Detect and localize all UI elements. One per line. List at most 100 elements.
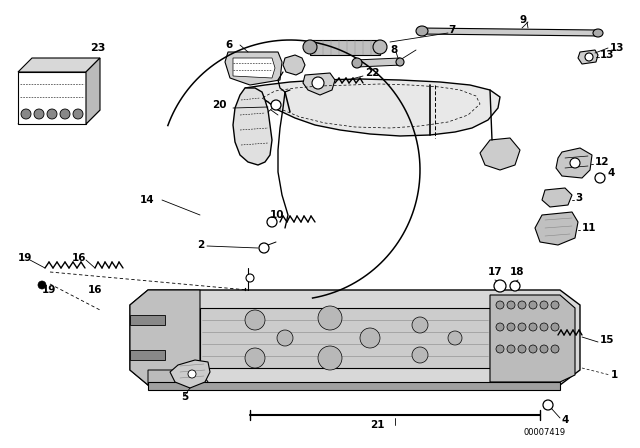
Polygon shape (245, 79, 500, 136)
Polygon shape (200, 308, 490, 368)
Circle shape (551, 301, 559, 309)
Circle shape (507, 345, 515, 353)
Polygon shape (18, 58, 100, 72)
Circle shape (277, 330, 293, 346)
Polygon shape (355, 58, 402, 67)
Polygon shape (542, 188, 572, 207)
Circle shape (518, 301, 526, 309)
Circle shape (507, 323, 515, 331)
Circle shape (73, 109, 83, 119)
Circle shape (496, 345, 504, 353)
Text: 21: 21 (370, 420, 385, 430)
Circle shape (47, 109, 57, 119)
Circle shape (529, 323, 537, 331)
Text: 19: 19 (18, 253, 33, 263)
Polygon shape (130, 315, 165, 325)
Circle shape (551, 345, 559, 353)
Circle shape (448, 331, 462, 345)
Text: 7: 7 (448, 25, 456, 35)
Circle shape (496, 323, 504, 331)
Text: 11: 11 (582, 223, 596, 233)
Text: 00007419: 00007419 (524, 427, 566, 436)
Circle shape (540, 323, 548, 331)
Ellipse shape (593, 29, 603, 37)
Circle shape (595, 173, 605, 183)
Circle shape (34, 109, 44, 119)
Circle shape (518, 345, 526, 353)
Circle shape (529, 301, 537, 309)
Circle shape (494, 280, 506, 292)
Circle shape (551, 323, 559, 331)
Circle shape (318, 346, 342, 370)
Text: 17: 17 (488, 267, 502, 277)
Polygon shape (556, 148, 592, 178)
Ellipse shape (303, 40, 317, 54)
Text: 3: 3 (575, 193, 582, 203)
Polygon shape (225, 52, 282, 85)
Text: 14: 14 (140, 195, 155, 205)
Circle shape (540, 301, 548, 309)
Circle shape (246, 274, 254, 282)
Text: 16: 16 (88, 285, 102, 295)
Ellipse shape (352, 58, 362, 68)
Text: 12: 12 (595, 157, 609, 167)
Polygon shape (18, 110, 100, 124)
Circle shape (271, 100, 281, 110)
Text: 23: 23 (90, 43, 106, 53)
Circle shape (60, 109, 70, 119)
Circle shape (21, 109, 31, 119)
Text: 16: 16 (72, 253, 86, 263)
Text: 2: 2 (197, 240, 204, 250)
Polygon shape (130, 290, 200, 385)
Text: 8: 8 (390, 45, 397, 55)
Text: 4: 4 (562, 415, 570, 425)
Ellipse shape (416, 26, 428, 36)
Text: 13: 13 (610, 43, 625, 53)
Polygon shape (303, 73, 335, 95)
Polygon shape (480, 138, 520, 170)
Polygon shape (578, 50, 598, 64)
Text: 13: 13 (600, 50, 614, 60)
Circle shape (570, 158, 580, 168)
Ellipse shape (396, 58, 404, 66)
Text: 1: 1 (611, 370, 618, 380)
Circle shape (540, 345, 548, 353)
Circle shape (412, 317, 428, 333)
Circle shape (510, 281, 520, 291)
Polygon shape (148, 382, 560, 390)
Circle shape (38, 281, 46, 289)
Text: 9: 9 (520, 15, 527, 25)
Polygon shape (310, 40, 380, 55)
Polygon shape (420, 28, 600, 36)
Polygon shape (283, 55, 305, 75)
Polygon shape (148, 370, 210, 385)
Polygon shape (233, 58, 275, 78)
Circle shape (585, 53, 593, 61)
Circle shape (245, 310, 265, 330)
Polygon shape (130, 290, 580, 385)
Text: 4: 4 (607, 168, 614, 178)
Circle shape (543, 400, 553, 410)
Circle shape (507, 301, 515, 309)
Text: 6: 6 (225, 40, 232, 50)
Circle shape (188, 370, 196, 378)
Polygon shape (535, 212, 578, 245)
Circle shape (259, 243, 269, 253)
Text: 22: 22 (365, 68, 380, 78)
Text: 5: 5 (181, 392, 189, 402)
Text: 10: 10 (270, 210, 285, 220)
Polygon shape (86, 58, 100, 124)
Circle shape (518, 323, 526, 331)
Polygon shape (130, 350, 165, 360)
Text: 15: 15 (600, 335, 614, 345)
Circle shape (360, 328, 380, 348)
Circle shape (267, 217, 277, 227)
Polygon shape (170, 360, 210, 388)
Polygon shape (490, 295, 575, 382)
Text: 20: 20 (212, 100, 227, 110)
Circle shape (245, 348, 265, 368)
Polygon shape (233, 88, 272, 165)
Text: 19: 19 (42, 285, 56, 295)
Text: 18: 18 (510, 267, 525, 277)
Circle shape (318, 306, 342, 330)
